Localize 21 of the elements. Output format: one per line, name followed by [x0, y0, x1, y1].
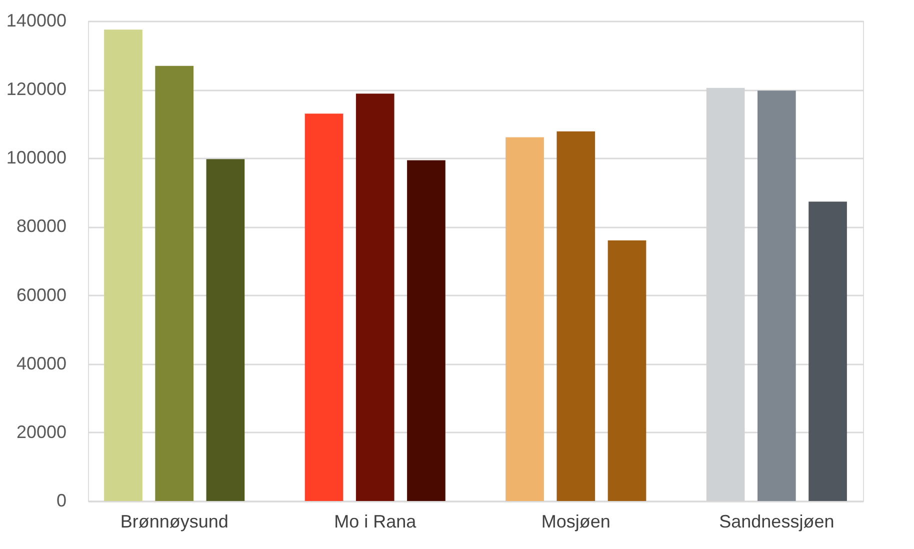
y-tick-label: 80000 — [16, 216, 66, 236]
bar — [155, 66, 194, 501]
y-tick-label: 0 — [56, 490, 66, 510]
y-tick-label: 60000 — [16, 284, 66, 305]
bar — [206, 159, 245, 501]
bar — [808, 202, 847, 501]
bar — [356, 94, 394, 501]
x-tick-label: Sandnessjøen — [719, 512, 834, 532]
y-tick-label: 100000 — [6, 148, 66, 168]
y-tick-label: 120000 — [6, 79, 66, 100]
x-tick-label: Brønnøysund — [120, 512, 228, 532]
y-tick-label: 140000 — [6, 10, 66, 30]
bar — [506, 137, 544, 501]
y-tick-label: 40000 — [16, 353, 66, 374]
x-tick-label: Mo i Rana — [334, 512, 418, 532]
bar — [758, 90, 796, 501]
bar — [407, 160, 446, 501]
y-tick-label: 20000 — [16, 422, 66, 442]
bar — [304, 114, 344, 501]
x-tick-label: Mosjøen — [541, 512, 610, 532]
bar — [104, 30, 142, 501]
